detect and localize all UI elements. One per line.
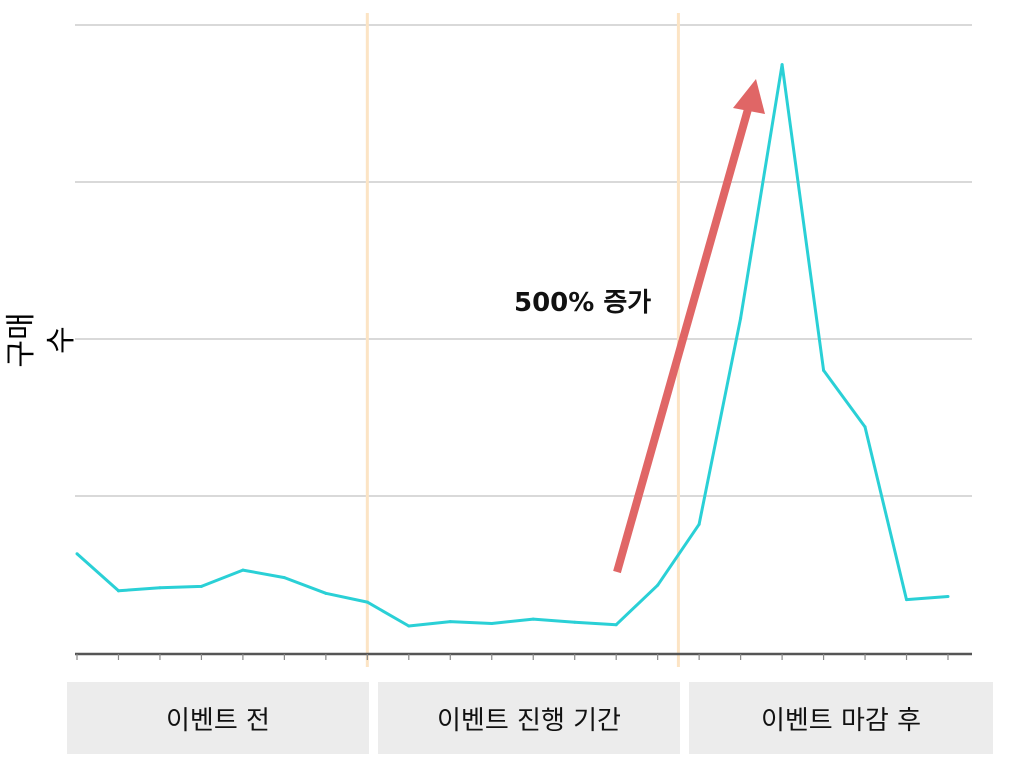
data-point-21 (946, 594, 950, 598)
data-point-11 (531, 617, 535, 621)
data-point-20 (905, 598, 909, 602)
increase-arrow-head (733, 79, 765, 114)
data-point-12 (573, 620, 577, 624)
series-line-0 (76, 63, 949, 628)
period-label-after: 이벤트 마감 후 (689, 682, 993, 754)
data-point-14 (656, 583, 660, 587)
data-point-13 (614, 623, 618, 627)
data-point-15 (697, 522, 701, 526)
increase-annotation: 500% 증가 (514, 288, 652, 318)
data-point-2 (158, 586, 162, 590)
data-point-6 (324, 591, 328, 595)
y-axis-label: 구매수 (4, 312, 79, 368)
data-point-18 (822, 368, 826, 372)
increase-arrow-shaft (613, 93, 756, 574)
data-point-7 (365, 600, 369, 604)
data-point-5 (282, 576, 286, 580)
data-point-9 (448, 620, 452, 624)
period-label-during: 이벤트 진행 기간 (378, 682, 680, 754)
period-label-before: 이벤트 전 (67, 682, 369, 754)
data-point-16 (739, 316, 743, 320)
data-point-19 (863, 425, 867, 429)
data-point-4 (241, 568, 245, 572)
data-point-1 (116, 589, 120, 593)
data-point-8 (407, 624, 411, 628)
data-point-0 (75, 552, 79, 556)
data-point-3 (199, 584, 203, 588)
data-point-10 (490, 621, 494, 625)
data-point-17 (780, 63, 784, 67)
